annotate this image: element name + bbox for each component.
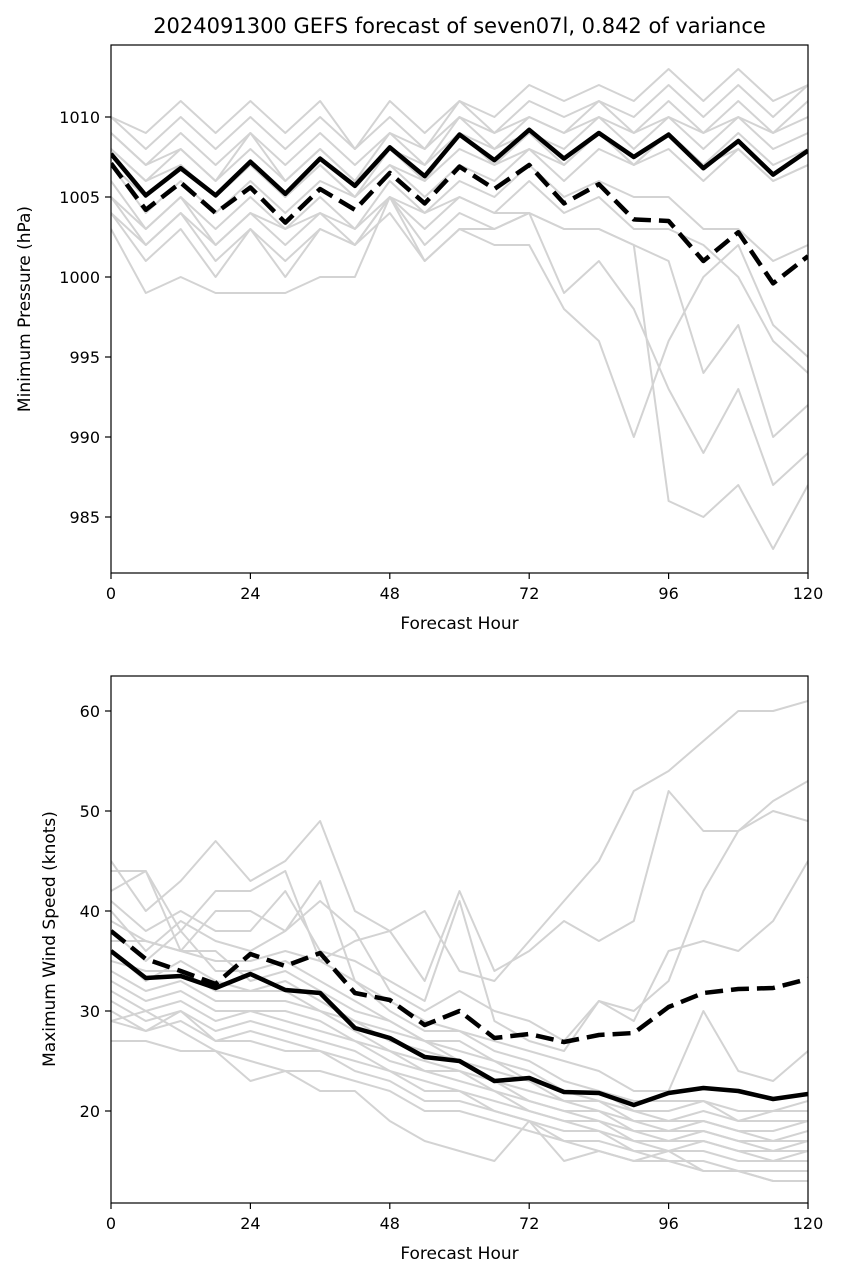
x-tick-label: 24 xyxy=(240,584,260,603)
ensemble-member-line-16 xyxy=(111,1020,808,1172)
pressure-axes-frame xyxy=(110,44,809,574)
y-tick-label: 995 xyxy=(69,348,100,367)
ensemble-member-line-1 xyxy=(111,700,808,982)
y-tick-label: 1000 xyxy=(59,268,100,287)
ensemble-member-line-4 xyxy=(111,116,808,182)
ensemble-member-line-18 xyxy=(111,1010,808,1182)
ensemble-member-line-9 xyxy=(111,164,808,262)
y-tick-label: 60 xyxy=(80,702,100,721)
y-tick-label: 990 xyxy=(69,428,100,447)
ensemble-member-line-4 xyxy=(111,860,808,1052)
x-tick-label: 120 xyxy=(793,584,824,603)
x-tick-label: 96 xyxy=(658,1214,678,1233)
x-tick-label: 72 xyxy=(519,1214,539,1233)
dashed-highlight-line xyxy=(111,929,808,1045)
x-tick-label: 0 xyxy=(106,584,116,603)
ensemble-member-line-3 xyxy=(111,810,808,1042)
ensemble-member-line-13 xyxy=(111,990,808,1152)
y-tick-label: 985 xyxy=(69,508,100,527)
y-tick-label: 30 xyxy=(80,1002,100,1021)
y-axis-label: Minimum Pressure (hPa) xyxy=(15,206,35,412)
x-tick-label: 120 xyxy=(793,1214,824,1233)
ensemble-mean-line xyxy=(111,127,808,198)
wind-panel: 0 24 48 72 96 120 20 30 40 50 60 Forecast Hour Max… xyxy=(40,675,824,1264)
x-axis-label: Forecast Hour xyxy=(400,614,518,634)
chart-title: 2024091300 GEFS forecast of seven07l, 0.… xyxy=(153,14,766,38)
x-tick-label: 96 xyxy=(658,584,678,603)
ensemble-mean-line xyxy=(111,949,808,1108)
y-tick-label: 50 xyxy=(80,802,100,821)
pressure-panel: 0 24 48 72 96 120 985 990 995 1000 1005 1010 202409… xyxy=(15,14,823,634)
ensemble-member-line-12 xyxy=(111,980,808,1152)
ensemble-member-line-8 xyxy=(111,940,808,1122)
ensemble-member-line-14 xyxy=(111,196,808,438)
ensemble-member-line-11 xyxy=(111,196,808,438)
x-tick-label: 72 xyxy=(519,584,539,603)
ensemble-member-line-2 xyxy=(111,84,808,150)
ensemble-member-line-15 xyxy=(111,1010,808,1162)
dashed-highlight-line xyxy=(111,162,808,286)
x-tick-label: 0 xyxy=(106,1214,116,1233)
ensemble-member-line-7 xyxy=(111,930,808,1122)
wind-axes-frame xyxy=(110,675,809,1204)
x-axis-label: Forecast Hour xyxy=(400,1244,518,1264)
y-tick-label: 1010 xyxy=(59,108,100,127)
y-tick-label: 20 xyxy=(80,1102,100,1121)
ensemble-member-line-17 xyxy=(111,1040,808,1182)
y-axis-label: Maximum Wind Speed (knots) xyxy=(40,811,60,1067)
ensemble-member-line-2 xyxy=(111,780,808,982)
y-tick-label: 40 xyxy=(80,902,100,921)
y-tick-label: 1005 xyxy=(59,188,100,207)
x-tick-label: 48 xyxy=(380,584,400,603)
ensemble-member-line-12 xyxy=(111,196,808,486)
x-tick-label: 48 xyxy=(380,1214,400,1233)
x-tick-label: 24 xyxy=(240,1214,260,1233)
